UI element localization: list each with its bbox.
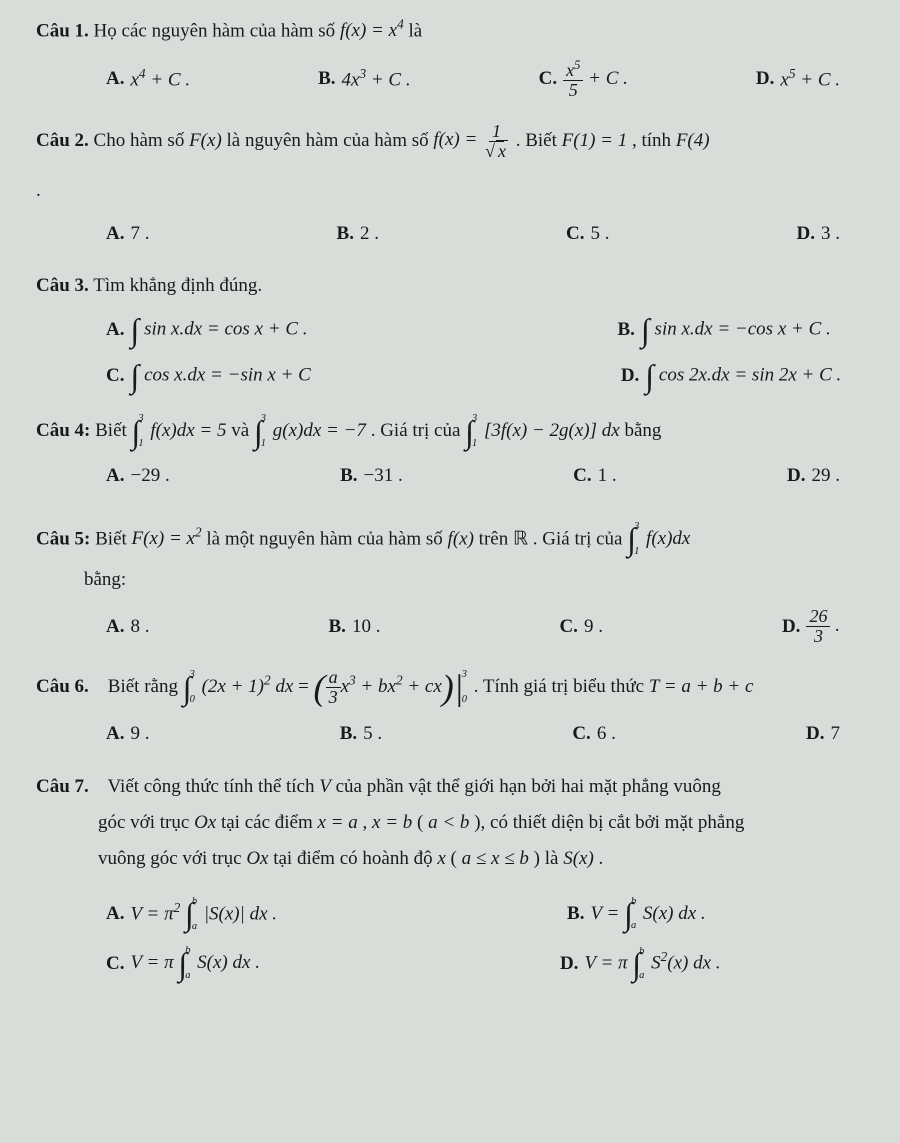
q5-choice-d: D.263 .: [782, 607, 840, 646]
q6-choices: A.9 . B.5 . C.6 . D.7: [36, 719, 864, 749]
q7-label: Câu 7.: [36, 776, 89, 797]
q1-choice-b: B. 4x3 + C .: [318, 59, 411, 100]
question-1: Câu 1. Họ các nguyên hàm của hàm số f(x)…: [36, 14, 864, 100]
q6-choice-b: B.5 .: [340, 719, 382, 749]
q5-label: Câu 5:: [36, 528, 90, 549]
q7-choice-a: A.V = π2 ∫ba |S(x)| dx .: [106, 897, 277, 932]
question-6: Câu 6. Biết rằng ∫30 (2x + 1)2 dx = (a3x…: [36, 668, 864, 749]
q3-choices: A.∫ sin x.dx = cos x + C . B.∫ sin x.dx …: [36, 314, 864, 393]
q7-choice-b: B.V = ∫ba S(x) dx .: [567, 897, 706, 932]
q2-choice-a: A.7 .: [106, 219, 149, 249]
q2-choice-b: B.2 .: [337, 219, 379, 249]
q1-choice-d: D. x5 + C .: [756, 59, 840, 100]
q1-choice-c: C. x55 + C .: [539, 59, 628, 100]
question-7: Câu 7. Viết công thức tính thể tích V củ…: [36, 772, 864, 982]
q6-choice-d: D.7: [806, 719, 840, 749]
q4-choice-d: D.29 .: [787, 461, 840, 491]
q3-choice-c: C.∫ cos x.dx = −sin x + C: [106, 360, 311, 392]
question-2: Câu 2. Cho hàm số F(x) là nguyên hàm của…: [36, 122, 864, 250]
q6-choice-c: C.6 .: [572, 719, 615, 749]
q2-choice-c: C.5 .: [566, 219, 609, 249]
q3-choice-b: B.∫ sin x.dx = −cos x + C .: [618, 314, 831, 346]
q5-choice-c: C.9 .: [559, 607, 602, 646]
q4-choices: A.−29 . B.−31 . C.1 . D.29 .: [36, 461, 864, 491]
q5-choice-b: B.10 .: [329, 607, 381, 646]
q7-choice-d: D.V = π ∫ba S2(x) dx .: [560, 946, 721, 981]
q4-choice-c: C.1 .: [573, 461, 616, 491]
q2-choices: A.7 . B.2 . C.5 . D.3 .: [36, 219, 864, 249]
q5-choice-a: A.8 .: [106, 607, 149, 646]
q7-choices: A.V = π2 ∫ba |S(x)| dx . B.V = ∫ba S(x) …: [36, 897, 864, 982]
q6-choice-a: A.9 .: [106, 719, 149, 749]
question-3: Câu 3. Tìm khẳng định đúng. A.∫ sin x.dx…: [36, 271, 864, 392]
question-5: Câu 5: Biết F(x) = x2 là một nguyên hàm …: [36, 522, 864, 647]
q5-choices: A.8 . B.10 . C.9 . D.263 .: [36, 607, 864, 646]
q3-choice-d: D.∫ cos 2x.dx = sin 2x + C .: [621, 360, 841, 392]
q3-choice-a: A.∫ sin x.dx = cos x + C .: [106, 314, 308, 346]
q1-text-2: là: [408, 20, 422, 41]
q3-label: Câu 3.: [36, 275, 89, 296]
q1-choices: A. x4 + C . B. 4x3 + C . C. x55 + C . D.…: [36, 59, 864, 100]
q2-choice-d: D.3 .: [797, 219, 840, 249]
q1-label: Câu 1.: [36, 20, 89, 41]
q4-choice-a: A.−29 .: [106, 461, 170, 491]
q1-text-1: Họ các nguyên hàm của hàm số: [94, 20, 340, 41]
q6-label: Câu 6.: [36, 676, 89, 697]
q4-choice-b: B.−31 .: [340, 461, 403, 491]
q1-math: f(x) = x4: [340, 20, 404, 41]
q7-choice-c: C.V = π ∫ba S(x) dx .: [106, 946, 260, 981]
question-4: Câu 4: Biết ∫31 f(x)dx = 5 và ∫31 g(x)dx…: [36, 414, 864, 491]
q4-label: Câu 4:: [36, 420, 90, 441]
q2-label: Câu 2.: [36, 129, 89, 150]
q1-choice-a: A. x4 + C .: [106, 59, 190, 100]
